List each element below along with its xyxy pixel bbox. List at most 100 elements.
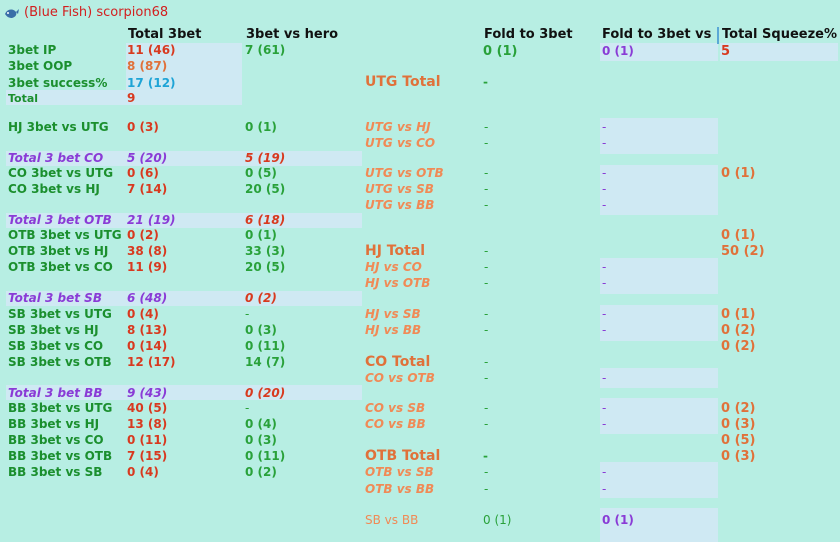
row-total: 0 (2) bbox=[127, 228, 159, 242]
row-label: SB 3bet vs CO bbox=[8, 339, 104, 353]
row-hero: 0 (11) bbox=[245, 449, 286, 463]
matchup-label: CO vs OTB bbox=[365, 371, 435, 385]
fold-vs-hero-value: - bbox=[602, 417, 607, 431]
matchup-label: UTG vs SB bbox=[365, 182, 434, 196]
row-label: BB 3bet vs OTB bbox=[8, 449, 113, 463]
header-fold-to-3bet: Fold to 3bet bbox=[484, 27, 573, 42]
fold-vs-hero-value: - bbox=[602, 136, 607, 150]
title-bar[interactable]: (Blue Fish) scorpion68 bbox=[0, 0, 840, 26]
band-fold-h-col-4 bbox=[600, 258, 718, 294]
header-total-squeeze: Total Squeeze% bbox=[722, 27, 838, 42]
row-hero: 0 (1) bbox=[245, 120, 277, 134]
band-total-row bbox=[6, 90, 242, 105]
fold-value: - bbox=[484, 323, 489, 337]
row-total: 0 (14) bbox=[127, 339, 168, 353]
row-label: BB 3bet vs CO bbox=[8, 433, 104, 447]
matchup-label: HJ vs BB bbox=[365, 323, 422, 337]
row-hero: 14 (7) bbox=[245, 355, 286, 369]
row-total: 5 (20) bbox=[127, 151, 168, 165]
matchup-label: CO vs BB bbox=[365, 417, 426, 431]
row-hero: - bbox=[245, 307, 250, 321]
fold-value: - bbox=[484, 482, 489, 496]
squeeze-value: 0 (2) bbox=[721, 401, 756, 416]
fold-value: 0 (1) bbox=[483, 513, 512, 527]
fold-value: - bbox=[483, 75, 488, 89]
matchup-label: CO vs SB bbox=[365, 401, 426, 415]
header-fold-to-3bet-vs-hero: Fold to 3bet vs H bbox=[602, 27, 716, 42]
row-total: 0 (4) bbox=[127, 465, 159, 479]
row-total: 13 (8) bbox=[127, 417, 168, 431]
blue-fish-icon bbox=[5, 9, 19, 18]
row-hero: 5 (19) bbox=[245, 151, 286, 165]
squeeze-value: 0 (1) bbox=[721, 228, 756, 243]
row-total: 8 (87) bbox=[127, 59, 168, 73]
squeeze-value: 50 (2) bbox=[721, 244, 765, 259]
fold-value: 0 (1) bbox=[483, 44, 518, 59]
row-total: 0 (3) bbox=[127, 120, 159, 134]
row-label: BB 3bet vs SB bbox=[8, 465, 103, 479]
row-label: OTB 3bet vs CO bbox=[8, 260, 113, 274]
row-label: SB 3bet vs HJ bbox=[8, 323, 99, 337]
row-label: 3bet OOP bbox=[8, 59, 73, 73]
position-total-label: UTG Total bbox=[365, 74, 441, 90]
row-label: BB 3bet vs UTG bbox=[8, 401, 113, 415]
matchup-label: OTB vs BB bbox=[365, 482, 435, 496]
row-total: 7 (14) bbox=[127, 182, 168, 196]
fold-vs-hero-value: - bbox=[602, 182, 607, 196]
row-hero: 0 (1) bbox=[245, 228, 277, 242]
fold-value: - bbox=[484, 182, 489, 196]
row-total: 21 (19) bbox=[127, 213, 176, 227]
fold-vs-hero-value: - bbox=[602, 260, 607, 274]
position-total-label: OTB Total bbox=[365, 448, 441, 464]
row-label: SB 3bet vs UTG bbox=[8, 307, 112, 321]
column-divider bbox=[717, 27, 719, 44]
row-label: CO 3bet vs HJ bbox=[8, 182, 100, 196]
band-fold-h-col-9 bbox=[600, 508, 718, 542]
row-total: 8 (13) bbox=[127, 323, 168, 337]
row-total: 40 (5) bbox=[127, 401, 168, 415]
row-hero: 6 (18) bbox=[245, 213, 286, 227]
row-label: HJ 3bet vs UTG bbox=[8, 120, 109, 134]
row-total: 9 bbox=[127, 91, 136, 105]
matchup-label: HJ vs CO bbox=[365, 260, 422, 274]
row-total: 11 (9) bbox=[127, 260, 168, 274]
fold-value: - bbox=[484, 166, 489, 180]
row-label: Total 3 bet OTB bbox=[8, 213, 112, 227]
fold-vs-hero-value: - bbox=[602, 198, 607, 212]
row-total: 12 (17) bbox=[127, 355, 176, 369]
band-total-otb bbox=[6, 213, 362, 228]
fold-vs-hero-value: - bbox=[602, 465, 607, 479]
row-label: 3bet success% bbox=[8, 76, 108, 90]
squeeze-value: 0 (2) bbox=[721, 323, 756, 338]
fold-value: - bbox=[484, 371, 489, 385]
row-total: 11 (46) bbox=[127, 43, 176, 57]
squeeze-value: 0 (3) bbox=[721, 417, 756, 432]
matchup-label: SB vs BB bbox=[365, 513, 419, 527]
row-total: 7 (15) bbox=[127, 449, 168, 463]
squeeze-value: 0 (2) bbox=[721, 339, 756, 354]
squeeze-value: 0 (3) bbox=[721, 449, 756, 464]
position-total-label: HJ Total bbox=[365, 243, 426, 259]
row-total: 0 (11) bbox=[127, 433, 168, 447]
band-fold-h-col-3 bbox=[600, 165, 718, 215]
fold-vs-hero-value: - bbox=[602, 323, 607, 337]
band-fold-h-col-6 bbox=[600, 368, 718, 388]
header-total-3bet: Total 3bet bbox=[128, 27, 202, 42]
row-label: Total 3 bet CO bbox=[8, 151, 104, 165]
band-fold-h-col-2 bbox=[600, 118, 718, 154]
band-total-sb bbox=[6, 291, 362, 306]
row-total: 38 (8) bbox=[127, 244, 168, 258]
row-hero: 0 (4) bbox=[245, 417, 277, 431]
fold-value: - bbox=[484, 355, 489, 369]
fold-value: - bbox=[484, 198, 489, 212]
band-fold-h-col-7 bbox=[600, 398, 718, 434]
fold-vs-hero-value: 0 (1) bbox=[602, 44, 634, 58]
row-hero: 7 (61) bbox=[245, 43, 286, 57]
fold-vs-hero-value: - bbox=[602, 276, 607, 290]
row-hero: 0 (20) bbox=[245, 386, 286, 400]
fold-value: - bbox=[484, 417, 489, 431]
fold-value: - bbox=[483, 449, 488, 463]
fold-value: - bbox=[484, 307, 489, 321]
row-label: CO 3bet vs UTG bbox=[8, 166, 114, 180]
row-hero: 0 (3) bbox=[245, 433, 277, 447]
